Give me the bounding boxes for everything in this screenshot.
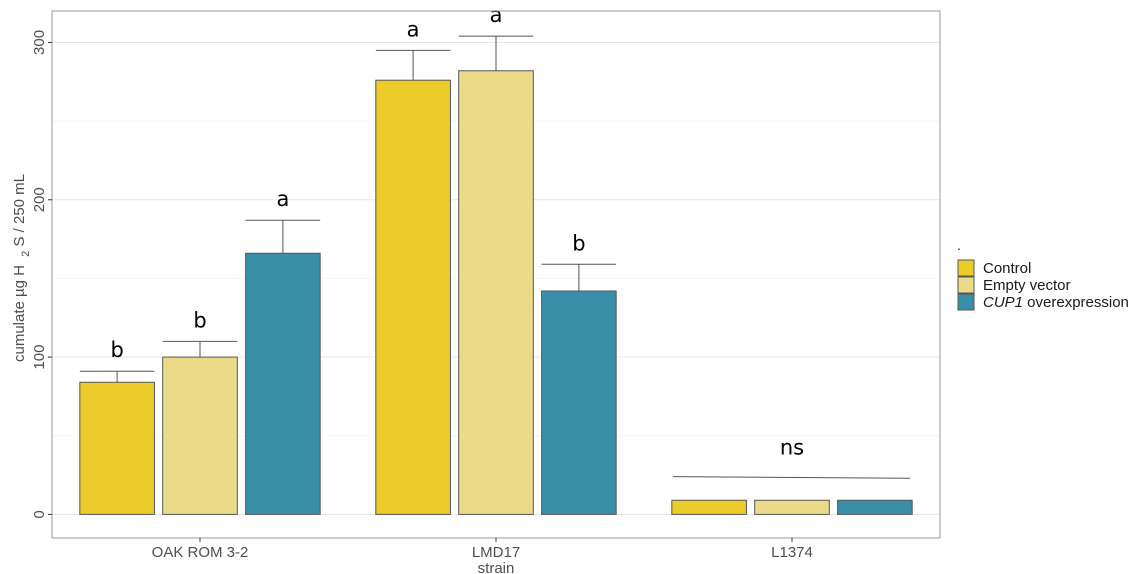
legend-entry-label: CUP1 overexpression [983,294,1129,311]
significance-label: a [490,3,503,27]
y-tick-label: 100 [31,345,48,370]
y-tick-label: 300 [31,30,48,55]
y-axis-title-part-2: S / 250 mL [11,174,28,247]
x-tick-label: LMD17 [472,544,520,561]
y-tick-label: 0 [31,510,48,518]
x-axis-ticks: OAK ROM 3-2 LMD17 L1374 [152,538,813,561]
legend-swatch [957,276,975,294]
x-tick-label: OAK ROM 3-2 [152,544,249,561]
bar [79,381,155,515]
legend-swatch [957,259,975,277]
group-annotation-line [672,476,911,479]
y-axis-title-part-1: cumulate µg H [11,265,28,362]
significance-label: a [407,17,420,41]
group-annotation-label: ns [780,436,804,460]
y-tick-label: 200 [31,187,48,212]
legend-entry-label: Empty vector [983,277,1071,294]
legend-title: . [957,237,961,253]
significance-labels: b a b a a b ns [110,3,911,479]
x-axis-title: strain [478,560,515,574]
y-axis-title: cumulate µg H 2 S / 250 mL [11,174,33,362]
bar [162,356,238,515]
bar [245,252,321,515]
bar [754,499,830,515]
bars [79,70,913,515]
legend-entry-rest: overexpression [1023,294,1129,311]
bar [375,79,451,515]
bar [458,70,534,515]
bar [837,499,913,515]
legend-entry-italic: CUP1 [983,294,1023,311]
x-tick-label: L1374 [771,544,813,561]
bar [541,290,617,515]
legend-swatch [957,293,975,311]
significance-label: b [193,308,206,332]
y-axis-ticks: 0 100 200 300 [31,30,52,519]
error-bars [79,35,617,383]
bar [671,499,747,515]
significance-label: b [572,231,585,255]
legend-entry-label: Control [983,260,1031,277]
significance-label: a [276,187,289,211]
significance-label: b [110,338,123,362]
y-axis-title-subscript: 2 [20,251,32,257]
